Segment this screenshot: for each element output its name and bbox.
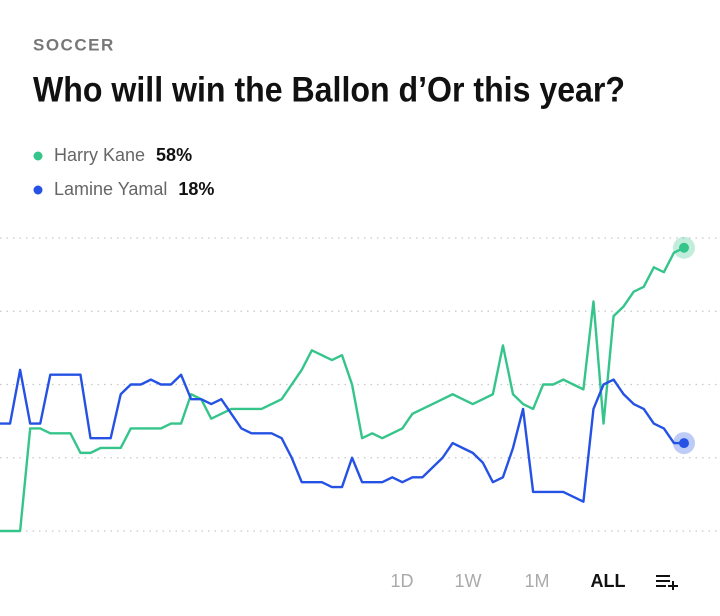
end-point bbox=[679, 242, 689, 253]
end-point bbox=[679, 438, 689, 449]
series-line bbox=[0, 246, 685, 533]
legend-value: 58% bbox=[156, 145, 192, 165]
legend-dot bbox=[33, 151, 43, 161]
range-controls: 1D 1W 1M ALL bbox=[390, 571, 625, 591]
range-button[interactable]: 1W bbox=[455, 571, 482, 591]
chart-title: Who will win the Ballon d’Or this year? bbox=[33, 70, 625, 109]
grid bbox=[0, 237, 720, 532]
series-line bbox=[0, 368, 684, 503]
category-label: SOCCER bbox=[33, 35, 115, 54]
list-icon[interactable] bbox=[656, 575, 678, 590]
range-button[interactable]: ALL bbox=[591, 571, 626, 591]
range-button[interactable]: 1M bbox=[524, 571, 549, 591]
legend-dot bbox=[33, 185, 43, 195]
legend-value: 18% bbox=[178, 179, 214, 199]
legend: Harry Kane 58% Lamine Yamal 18% bbox=[33, 145, 214, 199]
range-button[interactable]: 1D bbox=[390, 571, 413, 591]
plot bbox=[0, 236, 695, 533]
legend-name: Harry Kane bbox=[54, 145, 145, 165]
legend-name: Lamine Yamal bbox=[54, 179, 167, 199]
